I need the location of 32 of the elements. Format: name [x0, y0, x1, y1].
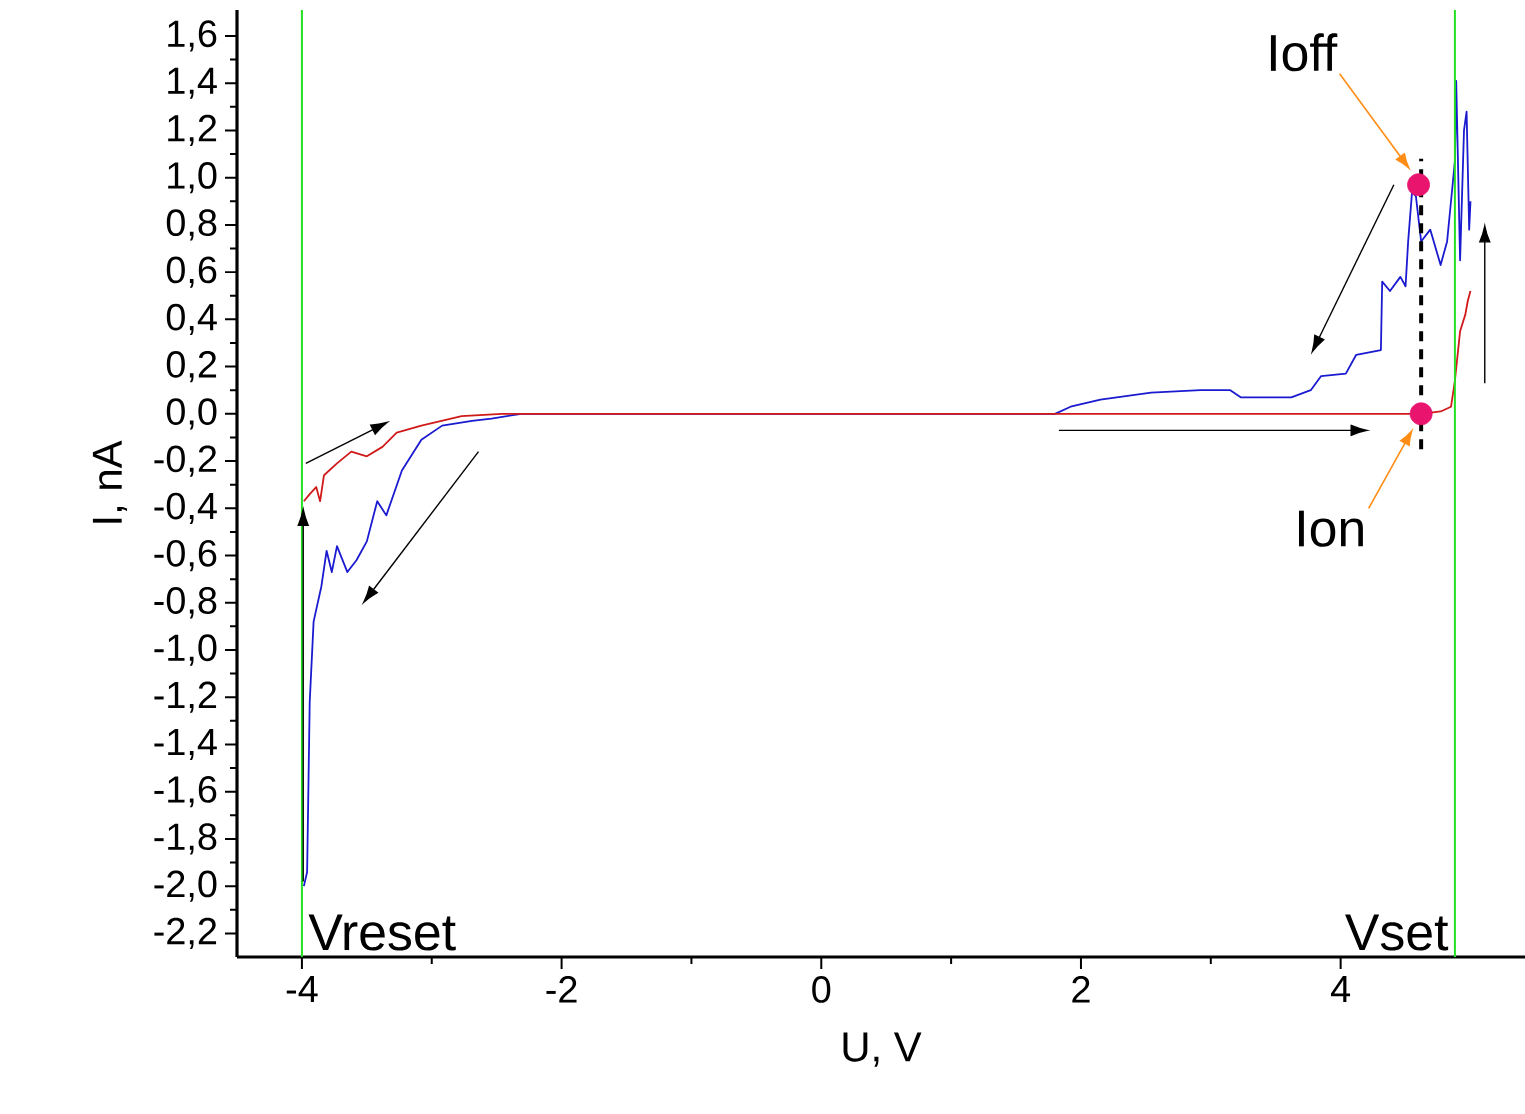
y-tick-label: -1,6	[154, 776, 217, 808]
y-tick-label: 1,2	[168, 114, 217, 147]
y-tick-label: -0,2	[154, 445, 217, 477]
y-tick-label: -2,0	[154, 870, 217, 902]
y-tick-label: -1,0	[154, 634, 217, 666]
y-tick-label: 1,4	[168, 67, 217, 99]
ref-line-label: Vset	[1345, 914, 1449, 951]
y-tick-label: 0,4	[166, 303, 217, 335]
x-axis-title: U, V	[843, 1032, 922, 1067]
x-tick-label: -2	[546, 976, 577, 1003]
line-series	[302, 290, 1472, 503]
x-tick-label: -4	[286, 976, 318, 1003]
x-tick-label: 4	[1330, 976, 1351, 1003]
ref-line-label: Vreset	[308, 914, 456, 951]
y-tick-label: -2,2	[154, 917, 217, 950]
y-tick-label: -0,6	[154, 539, 217, 572]
annotation: Ion	[1299, 510, 1363, 547]
y-axis-title: I, nA	[92, 440, 128, 523]
y-tick-label: 1,6	[168, 20, 217, 52]
y-tick-label: -1,2	[154, 681, 217, 713]
y-tick-label: 0,0	[166, 398, 217, 430]
y-tick-label: -1,4	[154, 729, 217, 760]
y-tick-label: 1,0	[168, 162, 217, 194]
y-tick-label: 0,2	[166, 350, 217, 383]
y-tick-label: 0,8	[166, 209, 217, 241]
annotation: Ioff	[1270, 33, 1338, 72]
x-tick-label: 2	[1072, 976, 1090, 1003]
y-tick-label: -0,4	[154, 492, 217, 524]
y-tick-label: -1,8	[154, 823, 217, 855]
y-tick-label: -0,8	[154, 587, 217, 619]
x-tick-label: 0	[812, 976, 831, 1003]
y-tick-label: 0,6	[166, 256, 217, 288]
